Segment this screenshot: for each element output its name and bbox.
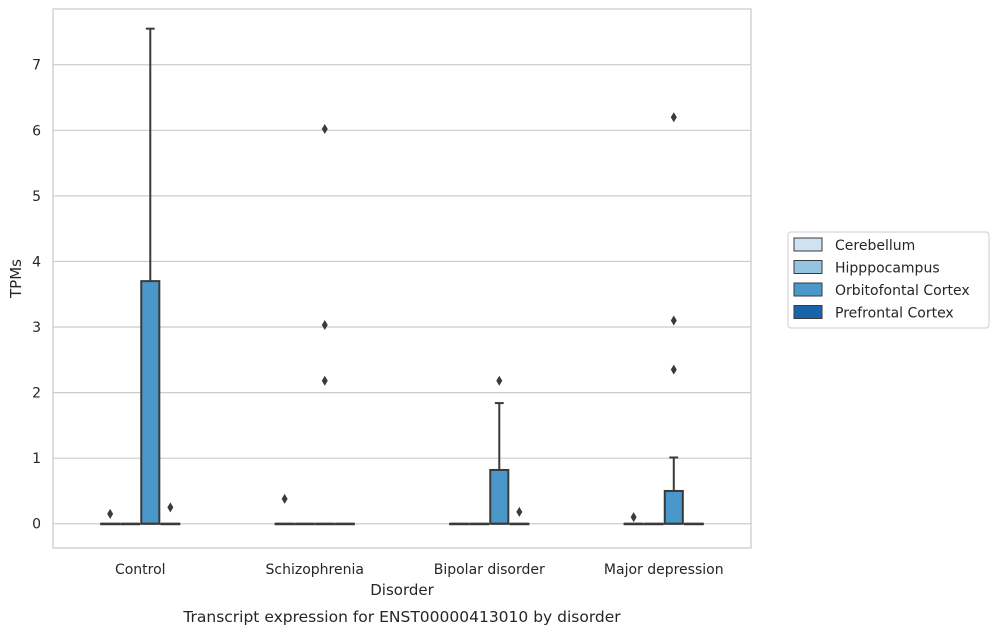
legend-swatch xyxy=(793,305,823,319)
box-orbitofontal-cortex xyxy=(663,456,684,525)
y-tick-label: 6 xyxy=(32,123,41,139)
x-axis-title: Disorder xyxy=(370,581,434,599)
box-prefrontal-cortex xyxy=(509,522,530,526)
plot-frame xyxy=(52,8,752,549)
legend-swatch xyxy=(793,282,823,297)
y-tick-label: 0 xyxy=(32,517,41,533)
legend-label: Orbitofontal Cortex xyxy=(835,283,970,299)
legend: Cerebellum Hipppocampus Orbitofontal Corte… xyxy=(787,231,990,329)
box-orbitofontal-cortex xyxy=(314,522,335,526)
outlier-point xyxy=(321,123,328,134)
box-orbitofontal-cortex xyxy=(489,402,510,525)
box-body xyxy=(663,489,684,525)
boxes xyxy=(100,27,704,526)
legend-swatch xyxy=(793,237,823,252)
box-prefrontal-cortex xyxy=(683,522,704,526)
box-body xyxy=(489,468,510,525)
legend-label: Prefrontal Cortex xyxy=(835,306,954,322)
outlier-point xyxy=(107,508,114,519)
box-hipppocampus xyxy=(120,522,141,526)
box-hipppocampus xyxy=(643,522,664,526)
x-tick-label: Bipolar disorder xyxy=(434,562,545,578)
box-cerebellum xyxy=(100,522,121,526)
y-tick-label: 3 xyxy=(32,320,41,336)
legend-label: Hipppocampus xyxy=(835,261,940,277)
box-cerebellum xyxy=(449,522,470,526)
outlier-point xyxy=(670,364,677,375)
y-axis-title: TPMs xyxy=(7,259,25,299)
outlier-point xyxy=(281,493,288,504)
y-tick-label: 5 xyxy=(32,189,41,205)
legend-swatch xyxy=(793,260,823,274)
outlier-point xyxy=(670,315,677,326)
outlier-point xyxy=(630,512,637,523)
x-axis-ticks: Control Schizophrenia Bipolar disorder Majo… xyxy=(115,562,724,578)
box-body xyxy=(140,280,161,525)
outlier-point xyxy=(670,112,677,123)
box-orbitofontal-cortex xyxy=(140,27,161,525)
box-prefrontal-cortex xyxy=(160,522,181,526)
outlier-point xyxy=(516,506,523,517)
box-cerebellum xyxy=(274,522,295,526)
y-tick-label: 7 xyxy=(32,58,41,74)
outlier-point xyxy=(321,320,328,331)
x-tick-label: Control xyxy=(115,562,166,578)
box-hipppocampus xyxy=(469,522,490,526)
outlier-point xyxy=(496,375,503,386)
box-hipppocampus xyxy=(294,522,315,526)
y-axis-ticks: 0 1 2 3 4 5 6 7 xyxy=(32,58,41,533)
y-tick-label: 2 xyxy=(32,386,41,402)
outlier-point xyxy=(167,502,174,513)
y-tick-label: 1 xyxy=(32,451,41,467)
outlier-point xyxy=(321,375,328,386)
legend-label: Cerebellum xyxy=(835,238,915,254)
chart-caption: Transcript expression for ENST0000041301… xyxy=(182,608,621,626)
box-prefrontal-cortex xyxy=(334,522,355,526)
outlier-points xyxy=(107,112,677,523)
legend-frame xyxy=(787,231,990,329)
x-tick-label: Schizophrenia xyxy=(266,562,364,578)
box-cerebellum xyxy=(623,522,644,526)
x-tick-label: Major depression xyxy=(604,562,724,578)
grid-lines xyxy=(53,64,751,525)
y-tick-label: 4 xyxy=(32,254,41,270)
